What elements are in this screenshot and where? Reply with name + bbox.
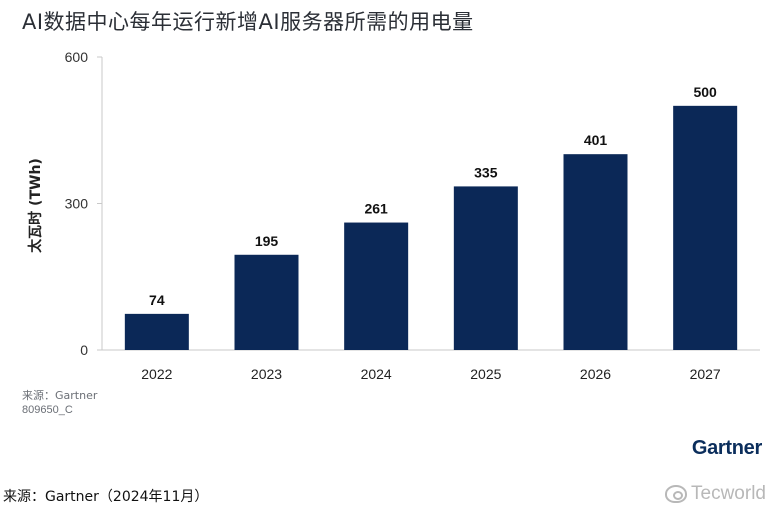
data-label: 195 — [255, 233, 279, 249]
x-tick-label: 2023 — [251, 366, 282, 382]
data-label: 74 — [149, 292, 165, 308]
data-label: 335 — [474, 164, 498, 180]
chart-title: AI数据中心每年运行新增AI服务器所需的用电量 — [22, 10, 474, 34]
x-tick-label: 2025 — [470, 366, 501, 382]
bar — [563, 154, 628, 350]
y-tick-label: 300 — [65, 196, 89, 212]
y-axis-label: 太瓦时 (TWh) — [27, 158, 44, 253]
footer-source: 来源：Gartner（2024年11月） — [3, 489, 209, 505]
watermark: Tecworld — [665, 483, 766, 505]
weibo-icon — [665, 485, 688, 503]
y-tick-label: 0 — [80, 342, 88, 358]
bar-chart: 0 300 600 太瓦时 (TWh) 74 2022 195 2023 261 2024 335 2… — [27, 49, 760, 382]
x-tick-label: 2026 — [580, 366, 611, 382]
chart-frame: AI数据中心每年运行新增AI服务器所需的用电量 0 300 600 太瓦时 (TWh)… — [22, 10, 763, 459]
data-label: 401 — [584, 132, 608, 148]
x-tick-label: 2024 — [361, 366, 392, 382]
x-tick-label: 2022 — [141, 366, 172, 382]
bar — [234, 254, 299, 350]
chart-id: 809650_C — [22, 404, 73, 416]
bar — [673, 105, 738, 350]
bar — [124, 313, 189, 350]
watermark-text: Tecworld — [691, 483, 766, 504]
x-tick-label: 2027 — [690, 366, 721, 382]
bar — [344, 222, 409, 350]
data-label: 261 — [364, 201, 388, 217]
y-tick-label: 600 — [65, 49, 89, 65]
bar — [453, 186, 518, 350]
inner-source-note: 来源：Gartner — [22, 389, 98, 402]
data-label: 500 — [693, 84, 717, 100]
gartner-logo: Gartner — [691, 437, 762, 459]
